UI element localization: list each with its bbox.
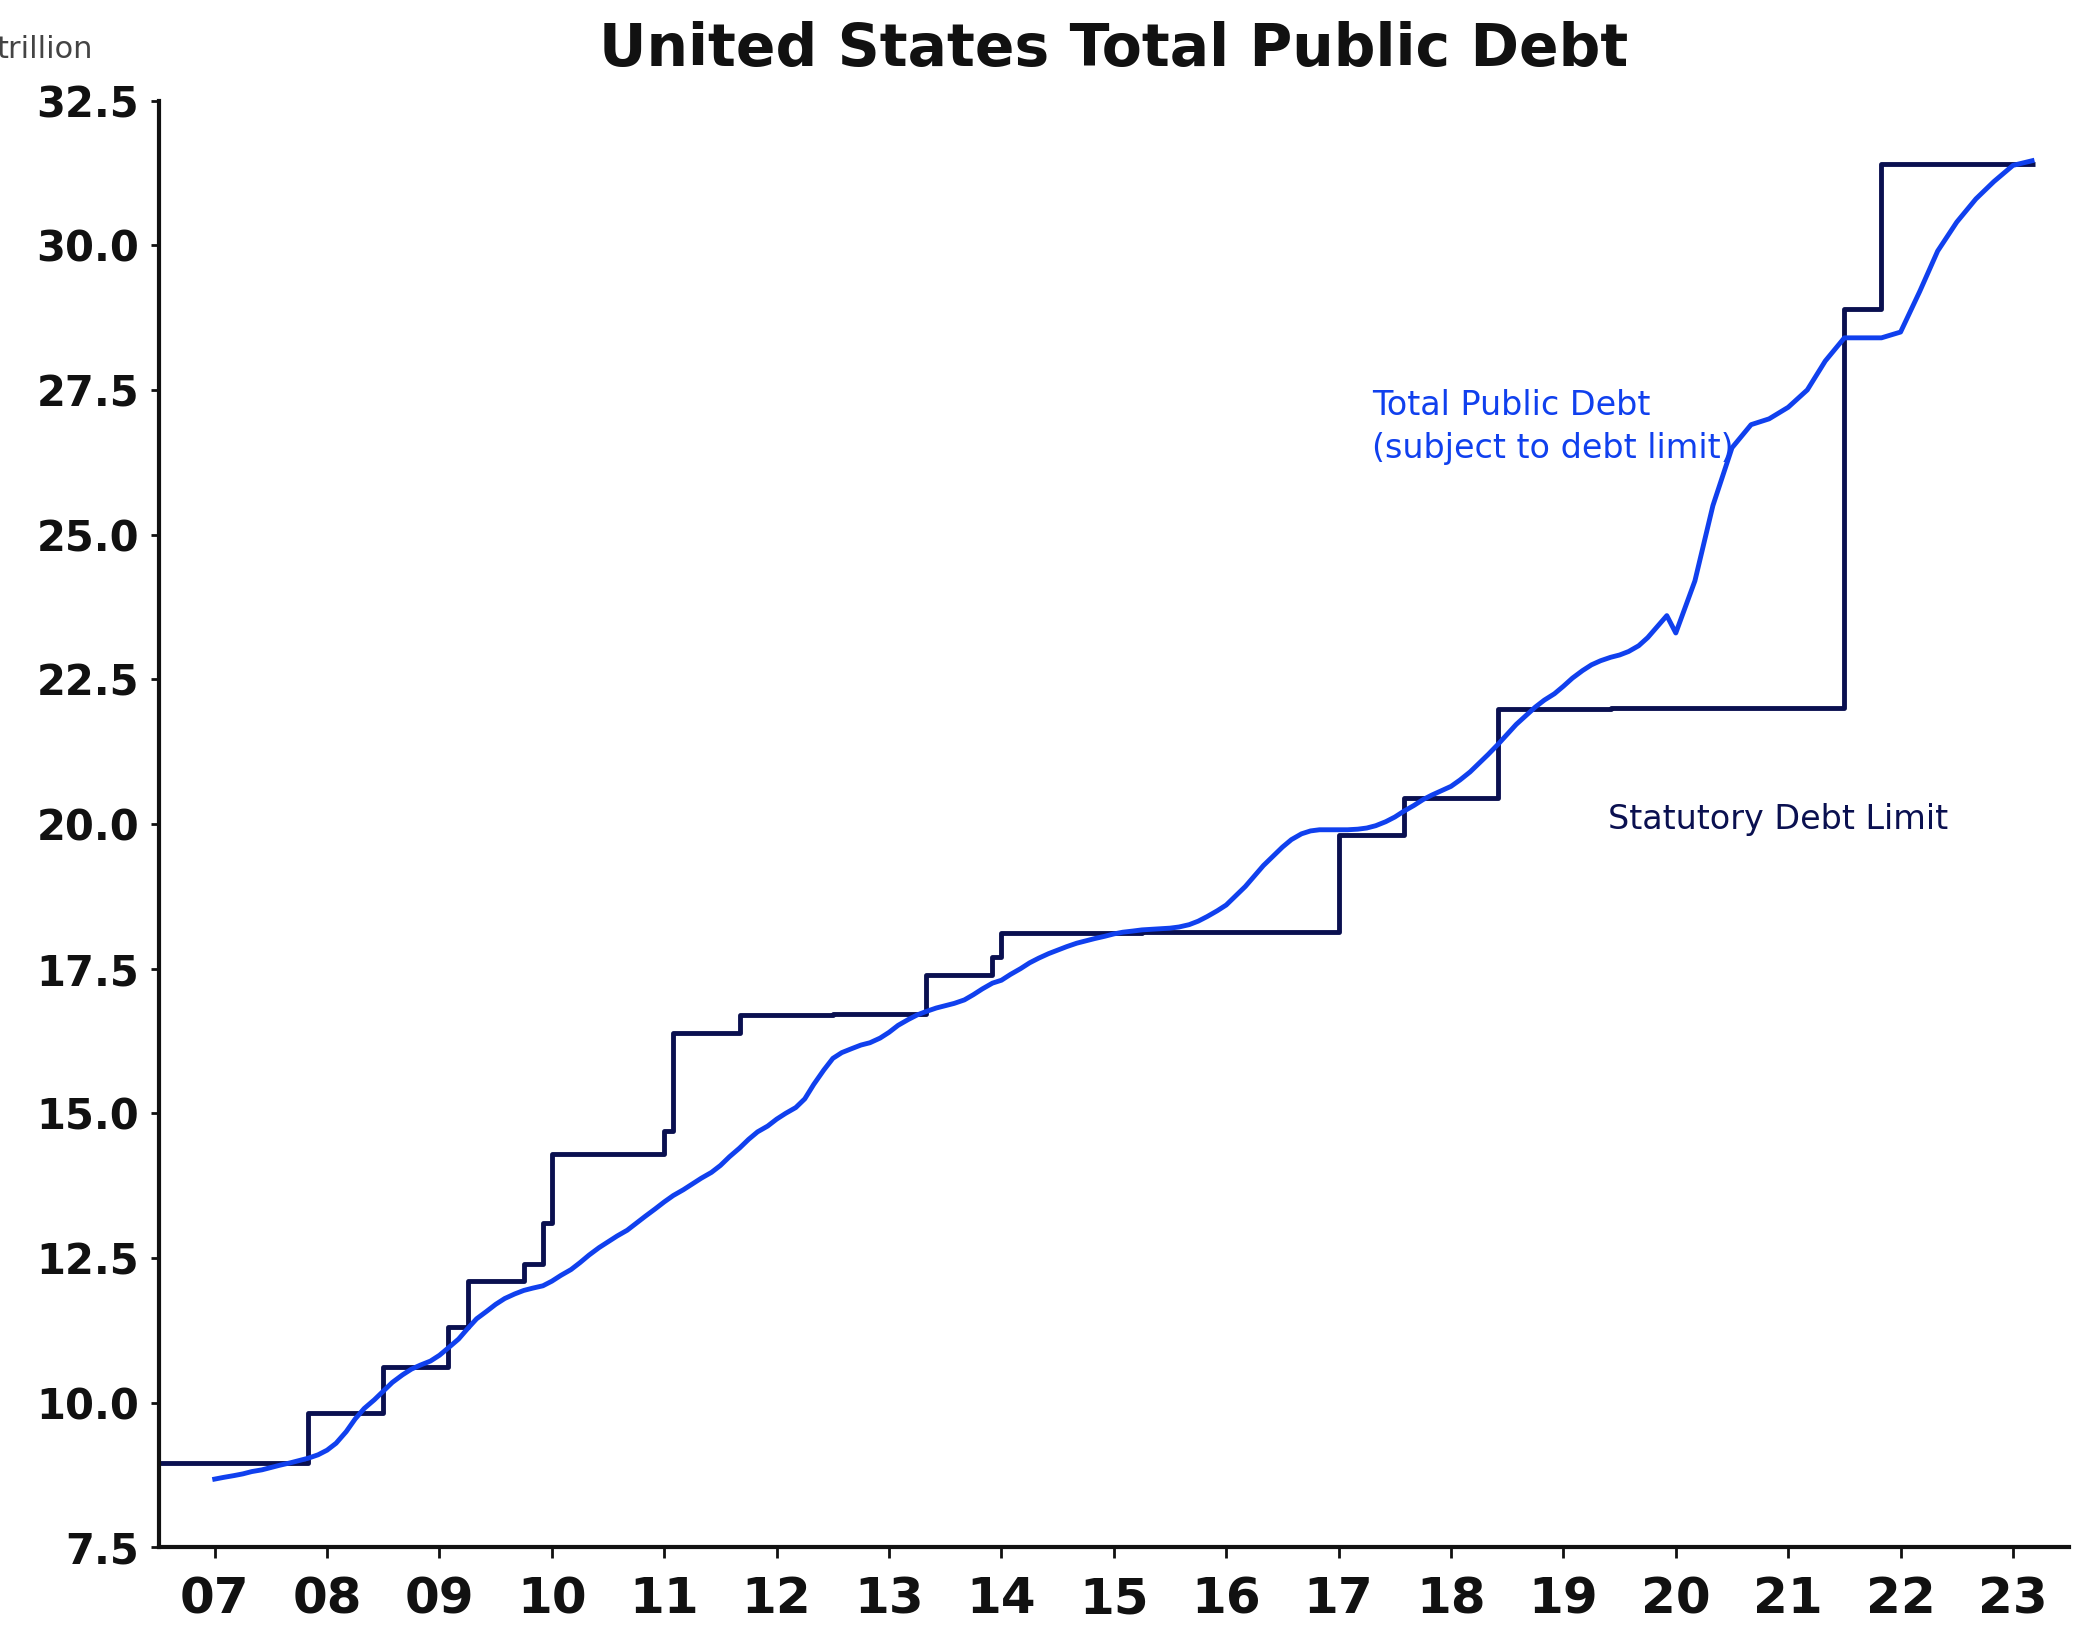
Title: United States Total Public Debt: United States Total Public Debt [600,21,1628,77]
Text: trillion: trillion [0,36,92,64]
Text: Total Public Debt
(subject to debt limit): Total Public Debt (subject to debt limit… [1373,388,1735,465]
Text: Statutory Debt Limit: Statutory Debt Limit [1609,802,1948,835]
